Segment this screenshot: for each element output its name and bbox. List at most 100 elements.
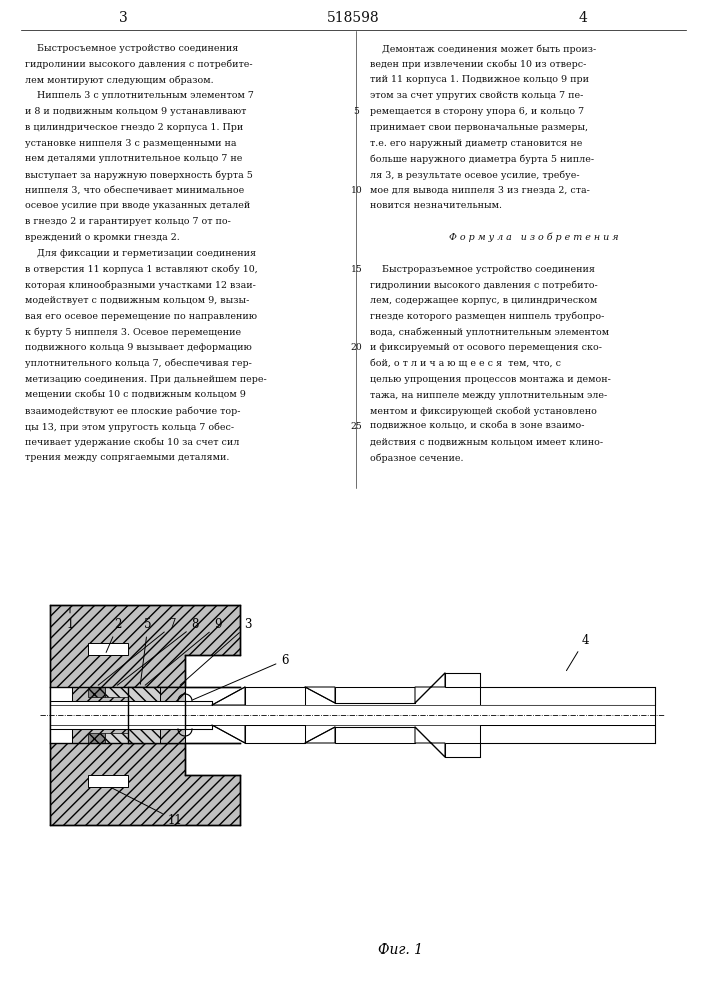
Polygon shape bbox=[160, 729, 185, 743]
Polygon shape bbox=[128, 729, 160, 743]
Polygon shape bbox=[445, 673, 480, 687]
Text: 8: 8 bbox=[117, 618, 199, 685]
Polygon shape bbox=[415, 727, 445, 757]
Text: 2: 2 bbox=[106, 618, 122, 652]
Text: лем, содержащее корпус, в цилиндрическом: лем, содержащее корпус, в цилиндрическом bbox=[370, 296, 597, 305]
Text: принимает свои первоначальные размеры,: принимает свои первоначальные размеры, bbox=[370, 123, 588, 132]
Polygon shape bbox=[160, 687, 185, 701]
Text: взаимодействуют ее плоские рабочие тор-: взаимодействуют ее плоские рабочие тор- bbox=[25, 406, 240, 416]
Polygon shape bbox=[105, 733, 128, 743]
Polygon shape bbox=[128, 687, 160, 701]
Text: гидролинии высокого давления с потребито-: гидролинии высокого давления с потребито… bbox=[370, 280, 597, 290]
Text: трения между сопрягаемыми деталями.: трения между сопрягаемыми деталями. bbox=[25, 454, 229, 462]
Text: ментом и фиксирующей скобой установлено: ментом и фиксирующей скобой установлено bbox=[370, 406, 597, 416]
Text: 5: 5 bbox=[141, 618, 152, 684]
Text: подвижное кольцо, и скоба в зоне взаимо-: подвижное кольцо, и скоба в зоне взаимо- bbox=[370, 422, 584, 431]
Polygon shape bbox=[88, 643, 128, 655]
Polygon shape bbox=[185, 725, 212, 729]
Text: 11: 11 bbox=[112, 788, 182, 826]
Text: тий 11 корпуса 1. Подвижное кольцо 9 при: тий 11 корпуса 1. Подвижное кольцо 9 при bbox=[370, 76, 589, 85]
Polygon shape bbox=[185, 701, 212, 705]
Text: 25: 25 bbox=[351, 422, 362, 431]
Polygon shape bbox=[50, 701, 185, 729]
Text: новится незначительным.: новится незначительным. bbox=[370, 202, 502, 211]
Text: т.е. его наружный диаметр становится не: т.е. его наружный диаметр становится не bbox=[370, 138, 582, 147]
Text: 7: 7 bbox=[98, 618, 177, 685]
Text: в гнездо 2 и гарантирует кольцо 7 от по-: в гнездо 2 и гарантирует кольцо 7 от по- bbox=[25, 217, 230, 226]
Polygon shape bbox=[72, 729, 185, 743]
Text: 5: 5 bbox=[354, 107, 359, 116]
Text: к бурту 5 ниппеля 3. Осевое перемещение: к бурту 5 ниппеля 3. Осевое перемещение bbox=[25, 328, 241, 337]
Polygon shape bbox=[212, 687, 245, 705]
Text: целью упрощения процессов монтажа и демон-: целью упрощения процессов монтажа и демо… bbox=[370, 375, 611, 384]
Text: нем деталями уплотнительное кольцо 7 не: нем деталями уплотнительное кольцо 7 не bbox=[25, 154, 242, 163]
Text: и фиксируемый от осового перемещения ско-: и фиксируемый от осового перемещения ско… bbox=[370, 343, 602, 352]
Polygon shape bbox=[88, 687, 105, 697]
Polygon shape bbox=[445, 743, 480, 757]
Text: в отверстия 11 корпуса 1 вставляют скобу 10,: в отверстия 11 корпуса 1 вставляют скобу… bbox=[25, 264, 257, 274]
Text: мещении скобы 10 с подвижным кольцом 9: мещении скобы 10 с подвижным кольцом 9 bbox=[25, 390, 245, 399]
Text: метизацию соединения. При дальнейшем пере-: метизацию соединения. При дальнейшем пер… bbox=[25, 375, 267, 384]
Text: лем монтируют следующим образом.: лем монтируют следующим образом. bbox=[25, 76, 214, 85]
Text: уплотнительного кольца 7, обеспечивая гер-: уплотнительного кольца 7, обеспечивая ге… bbox=[25, 359, 252, 368]
Text: цы 13, при этом упругость кольца 7 обес-: цы 13, при этом упругость кольца 7 обес- bbox=[25, 422, 234, 432]
Polygon shape bbox=[245, 687, 305, 705]
Text: ремещается в сторону упора 6, и кольцо 7: ремещается в сторону упора 6, и кольцо 7 bbox=[370, 107, 584, 116]
Text: мое для вывода ниппеля 3 из гнезда 2, ста-: мое для вывода ниппеля 3 из гнезда 2, ст… bbox=[370, 186, 590, 195]
Text: 4: 4 bbox=[566, 634, 589, 671]
Polygon shape bbox=[335, 727, 415, 743]
Text: веден при извлечении скобы 10 из отверс-: веден при извлечении скобы 10 из отверс- bbox=[370, 60, 586, 69]
Polygon shape bbox=[212, 725, 245, 743]
Text: ниппеля 3, что обеспечивает минимальное: ниппеля 3, что обеспечивает минимальное bbox=[25, 186, 244, 195]
Text: вода, снабженный уплотнительным элементом: вода, снабженный уплотнительным элементо… bbox=[370, 328, 609, 337]
Text: осевое усилие при вводе указанных деталей: осевое усилие при вводе указанных детале… bbox=[25, 202, 250, 211]
Text: печивает удержание скобы 10 за счет сил: печивает удержание скобы 10 за счет сил bbox=[25, 438, 239, 447]
Polygon shape bbox=[72, 687, 185, 701]
Polygon shape bbox=[480, 725, 655, 743]
Text: и 8 и подвижным кольцом 9 устанавливают: и 8 и подвижным кольцом 9 устанавливают bbox=[25, 107, 246, 116]
Text: установке ниппеля 3 с размещенными на: установке ниппеля 3 с размещенными на bbox=[25, 138, 236, 147]
Text: 3: 3 bbox=[180, 618, 252, 685]
Text: модействует с подвижным кольцом 9, вызы-: модействует с подвижным кольцом 9, вызы- bbox=[25, 296, 249, 305]
Text: в цилиндрическое гнездо 2 корпуса 1. При: в цилиндрическое гнездо 2 корпуса 1. При bbox=[25, 123, 243, 132]
Text: 20: 20 bbox=[351, 343, 362, 352]
Text: Быстросъемное устройство соединения: Быстросъемное устройство соединения bbox=[25, 44, 238, 53]
Text: вая его осевое перемещение по направлению: вая его осевое перемещение по направлени… bbox=[25, 312, 257, 321]
Polygon shape bbox=[335, 687, 415, 703]
Text: Демонтаж соединения может быть произ-: Демонтаж соединения может быть произ- bbox=[370, 44, 596, 53]
Text: вреждений о кромки гнезда 2.: вреждений о кромки гнезда 2. bbox=[25, 233, 180, 242]
Polygon shape bbox=[245, 725, 305, 743]
Text: Ф о р м у л а   и з о б р е т е н и я: Ф о р м у л а и з о б р е т е н и я bbox=[449, 233, 619, 242]
Text: Быстроразъемное устройство соединения: Быстроразъемное устройство соединения bbox=[370, 264, 595, 273]
Polygon shape bbox=[480, 687, 655, 705]
Polygon shape bbox=[50, 715, 240, 825]
Text: этом за счет упругих свойств кольца 7 пе-: этом за счет упругих свойств кольца 7 пе… bbox=[370, 91, 583, 100]
Text: бой, о т л и ч а ю щ е е с я  тем, что, с: бой, о т л и ч а ю щ е е с я тем, что, с bbox=[370, 359, 561, 368]
Text: 4: 4 bbox=[579, 11, 588, 25]
Polygon shape bbox=[50, 605, 240, 715]
Polygon shape bbox=[88, 733, 105, 743]
Text: ля 3, в результате осевое усилие, требуе-: ля 3, в результате осевое усилие, требуе… bbox=[370, 170, 579, 180]
Text: Фиг. 1: Фиг. 1 bbox=[378, 943, 423, 957]
Text: выступает за наружную поверхность бурта 5: выступает за наружную поверхность бурта … bbox=[25, 170, 252, 180]
Text: образное сечение.: образное сечение. bbox=[370, 454, 463, 463]
Text: действия с подвижным кольцом имеет клино-: действия с подвижным кольцом имеет клино… bbox=[370, 438, 603, 447]
Polygon shape bbox=[50, 687, 240, 743]
Polygon shape bbox=[305, 727, 335, 743]
Polygon shape bbox=[415, 673, 445, 703]
Text: 10: 10 bbox=[351, 186, 362, 195]
Polygon shape bbox=[305, 687, 335, 703]
Text: больше наружного диаметра бурта 5 нипле-: больше наружного диаметра бурта 5 нипле- bbox=[370, 154, 594, 164]
Text: 9: 9 bbox=[145, 618, 222, 685]
Text: подвижного кольца 9 вызывает деформацию: подвижного кольца 9 вызывает деформацию bbox=[25, 343, 252, 352]
Text: 1: 1 bbox=[66, 608, 74, 632]
Text: гнезде которого размещен ниппель трубопро-: гнезде которого размещен ниппель трубопр… bbox=[370, 312, 604, 321]
Text: 15: 15 bbox=[351, 264, 362, 273]
Polygon shape bbox=[50, 705, 655, 725]
Text: 518598: 518598 bbox=[327, 11, 380, 25]
Text: тажа, на ниппеле между уплотнительным эле-: тажа, на ниппеле между уплотнительным эл… bbox=[370, 390, 607, 399]
Text: которая клинообразными участками 12 взаи-: которая клинообразными участками 12 взаи… bbox=[25, 280, 256, 290]
Polygon shape bbox=[105, 687, 128, 697]
Text: 3: 3 bbox=[119, 11, 128, 25]
Text: Ниппель 3 с уплотнительным элементом 7: Ниппель 3 с уплотнительным элементом 7 bbox=[25, 91, 254, 100]
